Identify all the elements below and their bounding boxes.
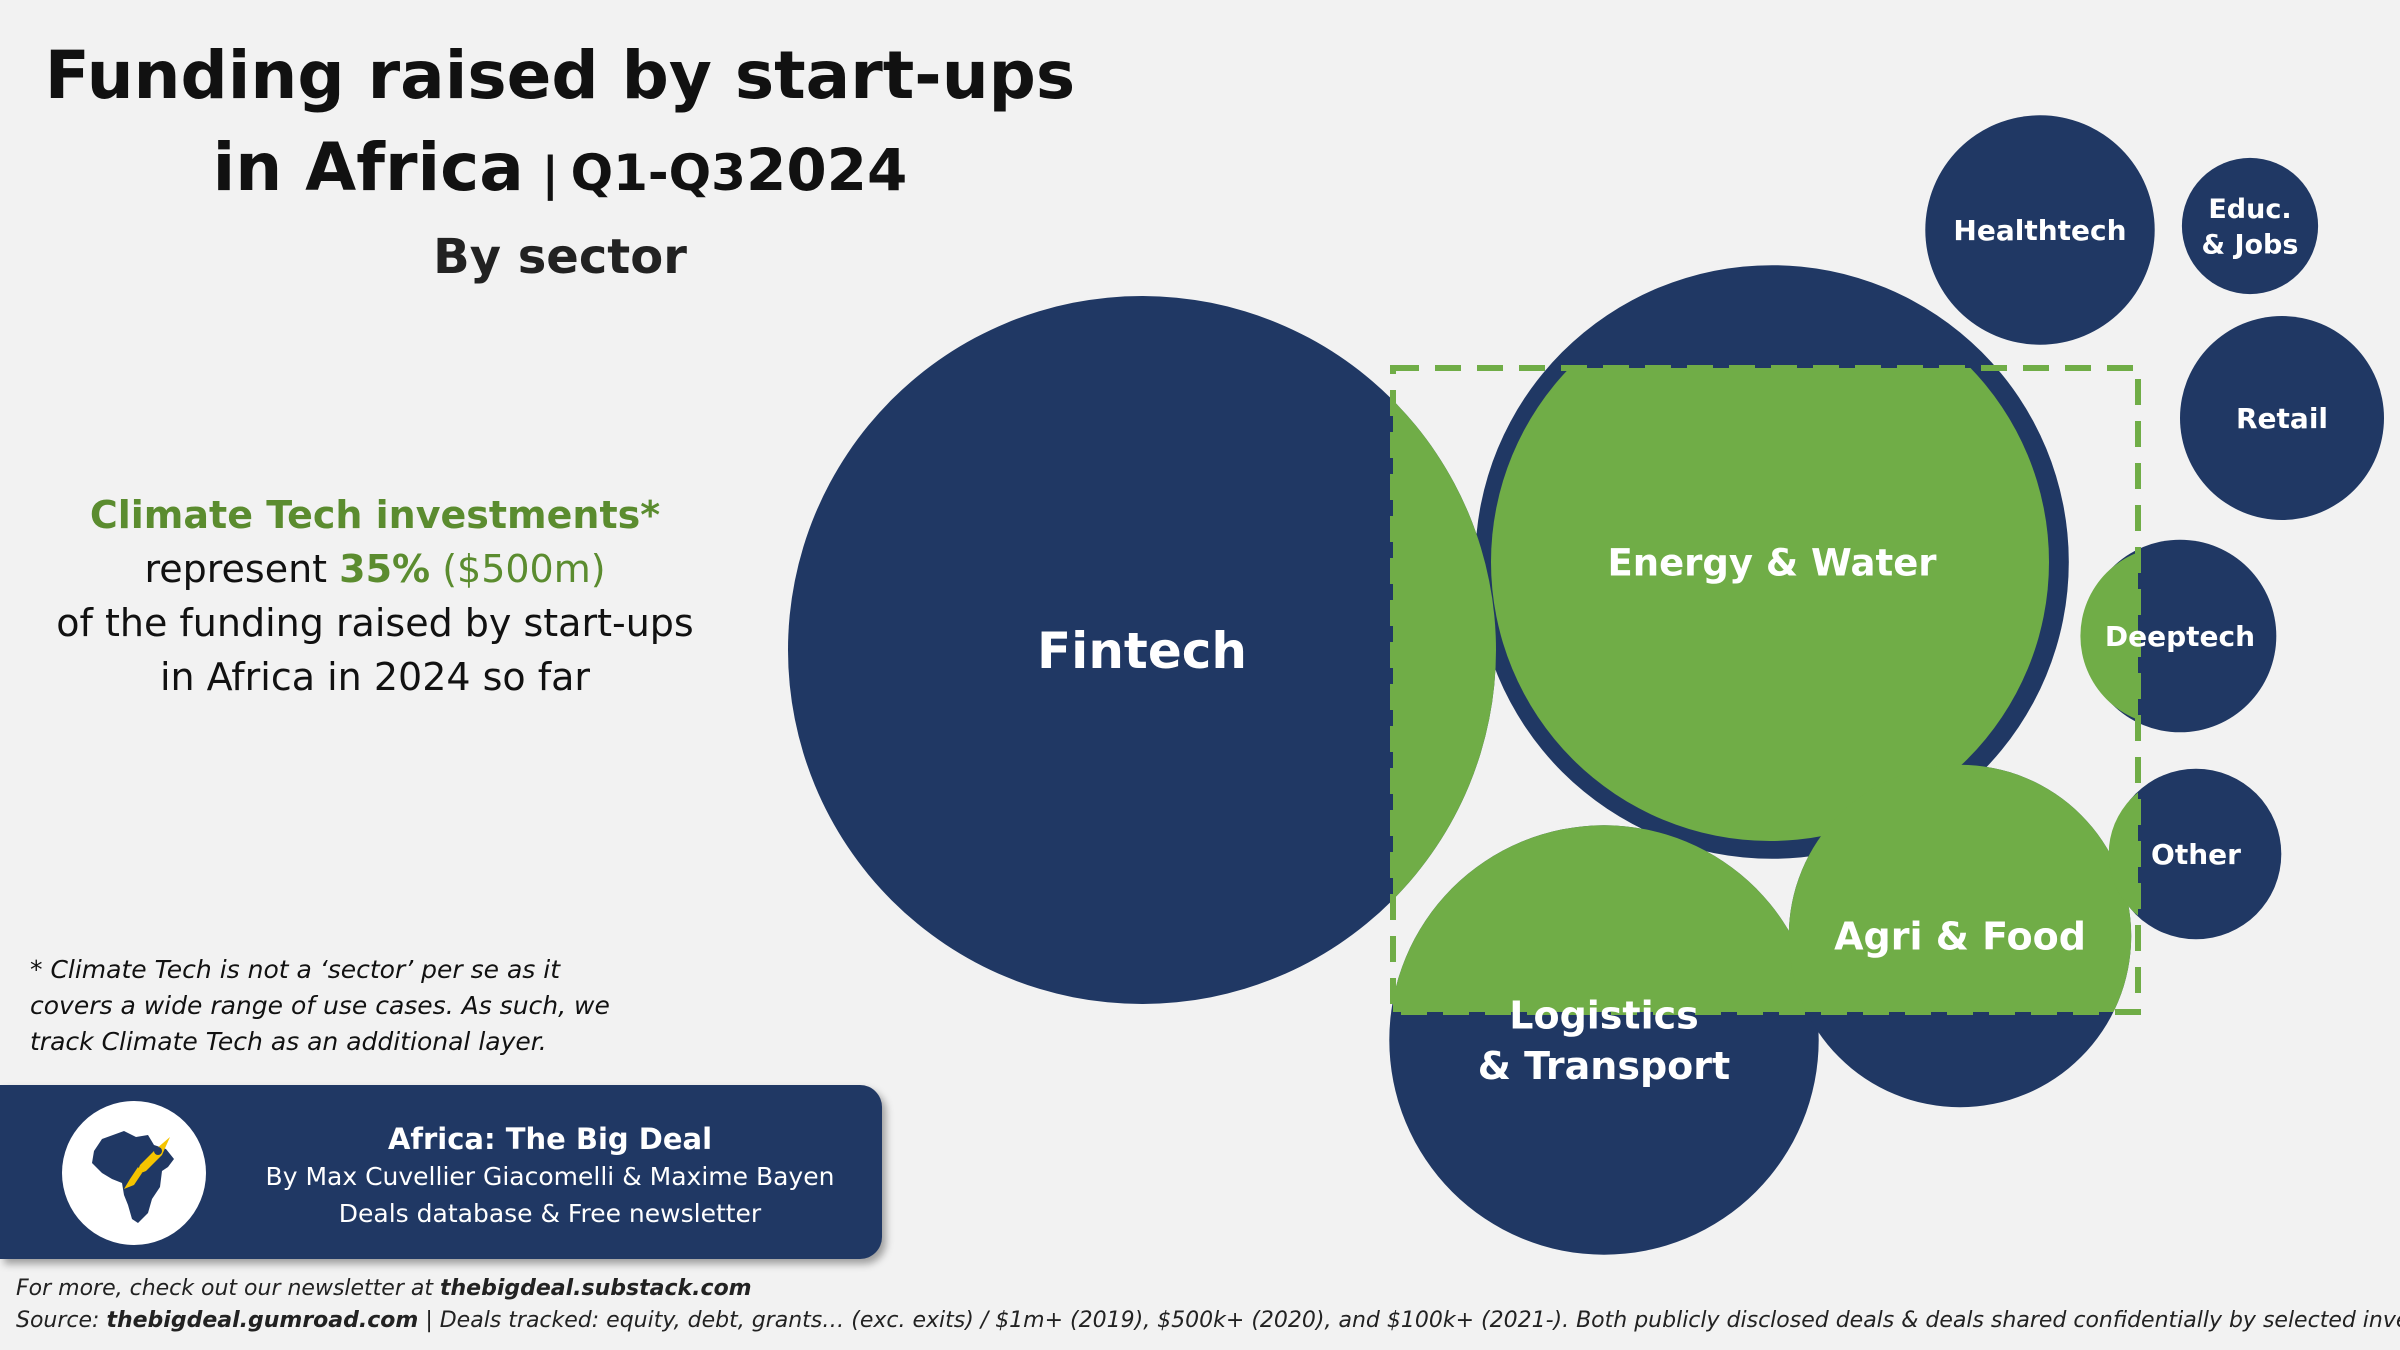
bubble-label-educ-and-jobs: Educ. & Jobs — [2202, 194, 2299, 261]
bubble-label-logistics-and-transport: Logistics & Transport — [1478, 994, 1730, 1088]
brand-name: Africa: The Big Deal — [387, 1122, 713, 1156]
climate-overlay-fintech — [1393, 400, 1496, 900]
climate-overlay-other — [2108, 792, 2138, 916]
bubble-label-retail: Retail — [2236, 402, 2328, 435]
title-period-year: 2024 — [745, 136, 908, 204]
brand-tagline: Deals database & Free newsletter — [338, 1199, 762, 1228]
title-main: in Africa — [212, 129, 524, 206]
footer-newsletter-prefix: For more, check out our newsletter at — [16, 1276, 440, 1301]
title-period-prefix: Q1-Q3 — [570, 144, 746, 202]
footer-source-details: | Deals tracked: equity, debt, grants… (… — [418, 1308, 2400, 1333]
claim-line-2: represent 35% ($500m) — [30, 542, 720, 596]
bubble-labels: Fintech Energy & Water Logistics & Transpor… — [1037, 194, 2328, 1088]
footnote-line-1: * Climate Tech is not a ‘sector’ per se … — [30, 955, 561, 984]
climate-footnote: * Climate Tech is not a ‘sector’ per se … — [30, 952, 630, 1060]
chart-subtitle: By sector — [433, 229, 687, 285]
newsletter-link[interactable]: thebigdeal.substack.com — [439, 1276, 752, 1301]
claim-amount: ($500m) — [430, 547, 606, 591]
bubble-label-fintech: Fintech — [1037, 622, 1247, 680]
footer-source: Source: thebigdeal.gumroad.com | Deals t… — [16, 1308, 2400, 1333]
climate-overlay-deeptech — [2080, 552, 2138, 720]
footnote-line-3: track Climate Tech as an additional laye… — [30, 1027, 547, 1056]
bubble-retail — [2180, 316, 2384, 520]
climate-overlay-logistics-and-transport — [1393, 825, 1817, 1012]
climate-overlay-agri-and-food — [1788, 764, 2132, 1012]
claim-line-4: in Africa in 2024 so far — [159, 655, 591, 699]
claim-pre: represent — [144, 547, 340, 591]
bubble-label-agri-and-food: Agri & Food — [1834, 915, 2086, 959]
footnote-line-2: covers a wide range of use cases. As suc… — [30, 991, 610, 1020]
footer-source-prefix: Source: — [16, 1308, 107, 1333]
brand-authors: By Max Cuvellier Giacomelli & Maxime Bay… — [265, 1162, 835, 1191]
bubble-other — [2110, 768, 2282, 940]
africa-rocket-logo-icon — [62, 1101, 206, 1245]
claim-pct: 35% — [339, 547, 431, 591]
bubble-label-other: Other — [2151, 838, 2241, 871]
title-line-2: in Africa | Q1-Q32024 — [40, 122, 1080, 220]
brand-banner: Africa: The Big Deal By Max Cuvellier Gi… — [0, 1085, 882, 1259]
bubble-label-deeptech: Deeptech — [2105, 620, 2255, 653]
brand-text: Africa: The Big Deal By Max Cuvellier Gi… — [230, 1121, 870, 1232]
title-separator: | — [541, 147, 559, 201]
bubble-fintech — [788, 296, 1496, 1004]
claim-line-3: of the funding raised by start-ups — [56, 601, 694, 645]
bubble-label-healthtech: Healthtech — [1953, 214, 2126, 247]
title-line-1: Funding raised by start-ups — [44, 37, 1076, 114]
source-link[interactable]: thebigdeal.gumroad.com — [106, 1308, 419, 1333]
climate-tech-claim: Climate Tech investments* represent 35% … — [30, 488, 720, 704]
climate-tech-dashed-box — [1390, 365, 2141, 1015]
footer-newsletter: For more, check out our newsletter at th… — [16, 1276, 2396, 1301]
chart-title: Funding raised by start-ups in Africa | Q1… — [40, 30, 1080, 294]
climate-tech-overlay — [1393, 368, 2138, 1012]
bubble-educ-and-jobs — [2181, 157, 2319, 295]
claim-highlight: Climate Tech investments* — [89, 493, 661, 537]
bubble-healthtech — [1925, 115, 2155, 345]
bubble-label-energy-and-water: Energy & Water — [1607, 541, 1937, 584]
climate-overlay-energy-and-water — [1491, 368, 2049, 841]
